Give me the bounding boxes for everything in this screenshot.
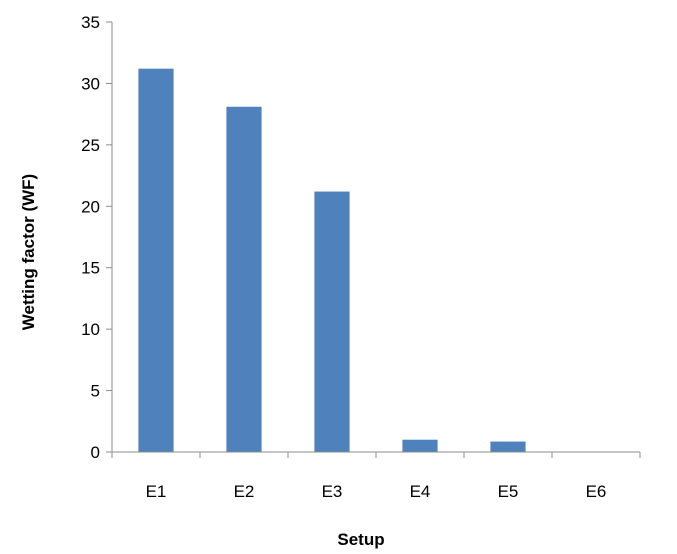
bar-e5 xyxy=(490,441,526,452)
x-tick-label: E3 xyxy=(322,482,343,501)
bar-e3 xyxy=(314,191,350,453)
bar-e2 xyxy=(226,106,262,453)
y-tick-label: 15 xyxy=(81,259,100,278)
bar-e4 xyxy=(402,439,438,452)
x-tick-label: E2 xyxy=(234,482,255,501)
y-tick-label: 25 xyxy=(81,136,100,155)
x-axis-ticks: E1 E2 E3 E4 E5 E6 xyxy=(111,452,641,501)
x-tick-label: E1 xyxy=(146,482,167,501)
x-tick-label: E4 xyxy=(410,482,431,501)
y-tick-label: 5 xyxy=(91,382,100,401)
y-tick-label: 35 xyxy=(81,13,100,32)
x-tick-label: E5 xyxy=(498,482,519,501)
y-axis-title: Wetting factor (WF) xyxy=(19,174,38,330)
y-tick-label: 20 xyxy=(81,197,100,216)
x-tick-label: E6 xyxy=(586,482,607,501)
bars xyxy=(138,68,526,453)
y-axis-ticks: 0 5 10 15 20 25 30 35 xyxy=(81,13,112,462)
y-tick-label: 30 xyxy=(81,74,100,93)
bar-e1 xyxy=(138,68,174,452)
x-axis-title: Setup xyxy=(337,530,384,549)
y-tick-label: 10 xyxy=(81,320,100,339)
y-tick-label: 0 xyxy=(91,443,100,462)
